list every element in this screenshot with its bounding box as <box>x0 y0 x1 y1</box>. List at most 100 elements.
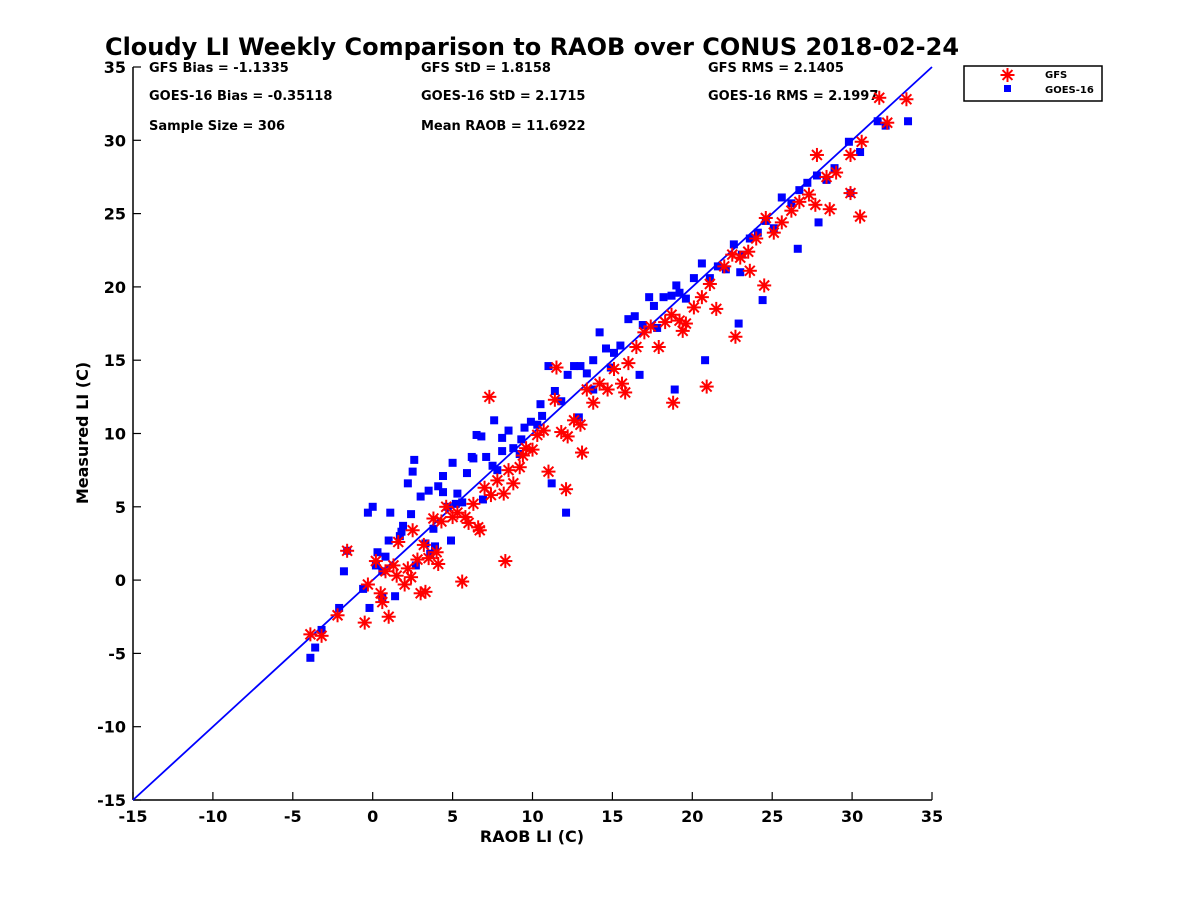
goes16-point <box>630 312 639 321</box>
goes16-point <box>469 454 478 463</box>
gfs-point <box>717 259 732 274</box>
gfs-point <box>664 307 679 322</box>
gfs-point <box>560 429 575 444</box>
gfs-point <box>482 389 497 404</box>
goes16-point <box>595 328 604 337</box>
goes16-point <box>667 291 676 300</box>
y-tick-label: 25 <box>104 205 126 224</box>
goes16-point <box>490 416 499 425</box>
goes16-point <box>758 296 767 305</box>
y-axis-label: Measured LI (C) <box>73 362 92 504</box>
y-tick-label: 35 <box>104 58 126 77</box>
goes16-point <box>638 321 647 330</box>
goes16-point <box>635 370 644 379</box>
goes16-point <box>488 461 497 470</box>
y-tick-label: -15 <box>97 791 126 810</box>
gfs-point <box>391 534 406 549</box>
x-tick-label: 5 <box>447 807 458 826</box>
gfs-point <box>854 134 869 149</box>
goes16-point <box>306 653 315 662</box>
legend-gfs-marker <box>1000 68 1015 82</box>
goes16-point <box>311 643 320 652</box>
goes16-point <box>386 508 395 517</box>
y-tick-label: 15 <box>104 351 126 370</box>
goes16-point <box>399 521 408 530</box>
goes16-point <box>557 397 566 406</box>
gfs-point <box>515 448 530 463</box>
goes16-point <box>570 362 579 371</box>
goes16-point <box>576 362 585 371</box>
gfs-point <box>758 210 773 225</box>
x-tick-label: 35 <box>921 807 943 826</box>
goes16-point <box>649 301 658 310</box>
goes16-point <box>734 319 743 328</box>
goes16-point <box>533 420 542 429</box>
gfs-point <box>547 392 562 407</box>
goes16-point <box>675 288 684 297</box>
gfs-point <box>405 523 420 538</box>
goes16-point <box>472 430 481 439</box>
goes16-point <box>381 552 390 561</box>
goes16-point <box>777 193 786 202</box>
x-tick-label: 15 <box>601 807 623 826</box>
y-tick-label: 30 <box>104 131 126 150</box>
goes16-point <box>574 413 583 422</box>
gfs-point <box>741 244 756 259</box>
gfs-point <box>629 340 644 355</box>
gfs-point <box>483 488 498 503</box>
goes16-point <box>659 293 668 302</box>
goes16-point <box>431 542 440 551</box>
gfs-point <box>378 564 393 579</box>
gfs-point <box>525 442 540 457</box>
gfs-point <box>592 376 607 391</box>
goes16-point <box>453 489 462 498</box>
gfs-point <box>801 187 816 202</box>
goes16-point <box>616 341 625 350</box>
gfs-point <box>686 300 701 315</box>
sample-size-stat: Sample Size = 306 <box>149 119 285 134</box>
goes16-point <box>515 450 524 459</box>
gfs-point <box>373 586 388 601</box>
gfs-point <box>899 92 914 107</box>
gfs-point <box>749 231 764 246</box>
goes16-point <box>373 548 382 557</box>
gfs-point <box>541 464 556 479</box>
goes16-point <box>439 488 448 497</box>
gfs-point <box>666 395 681 410</box>
y-tick-label: 0 <box>115 571 126 590</box>
gfs-point <box>742 263 757 278</box>
gfs-point <box>418 584 433 599</box>
x-tick-label: 30 <box>841 807 863 826</box>
gfs-point <box>429 545 444 560</box>
goes16-point <box>458 498 467 507</box>
goes16-point <box>335 603 344 612</box>
x-tick-label: 20 <box>681 807 703 826</box>
gfs-point <box>675 323 690 338</box>
goes16-point <box>844 137 853 146</box>
gfs-point <box>404 570 419 585</box>
goes16-point <box>407 510 416 519</box>
goes16-point <box>787 199 796 208</box>
gfs-point <box>575 445 590 460</box>
goes16-point <box>606 363 615 372</box>
gfs-point <box>501 463 516 478</box>
gfs-point <box>728 329 743 344</box>
gfs-point <box>809 147 824 162</box>
goes16-point <box>681 294 690 303</box>
goes16-point <box>544 362 553 371</box>
gfs-point <box>416 537 431 552</box>
x-tick-label: 0 <box>367 807 378 826</box>
gfs-point <box>872 90 887 105</box>
mean-raob-stat: Mean RAOB = 11.6922 <box>421 119 586 134</box>
legend-gfs-asterisk <box>1000 68 1015 82</box>
gfs-std-stat: GFS StD = 1.8158 <box>421 61 551 76</box>
gfs-point <box>490 473 505 488</box>
goes16-point <box>563 370 572 379</box>
goes16-point <box>426 549 435 558</box>
goes16-point <box>856 148 865 157</box>
goes-rms-stat: GOES-16 RMS = 2.1997 <box>708 89 878 104</box>
y-tick-label: -5 <box>108 644 126 663</box>
goes16-point <box>582 369 591 378</box>
goes16-point <box>410 455 419 464</box>
gfs-point <box>829 165 844 180</box>
